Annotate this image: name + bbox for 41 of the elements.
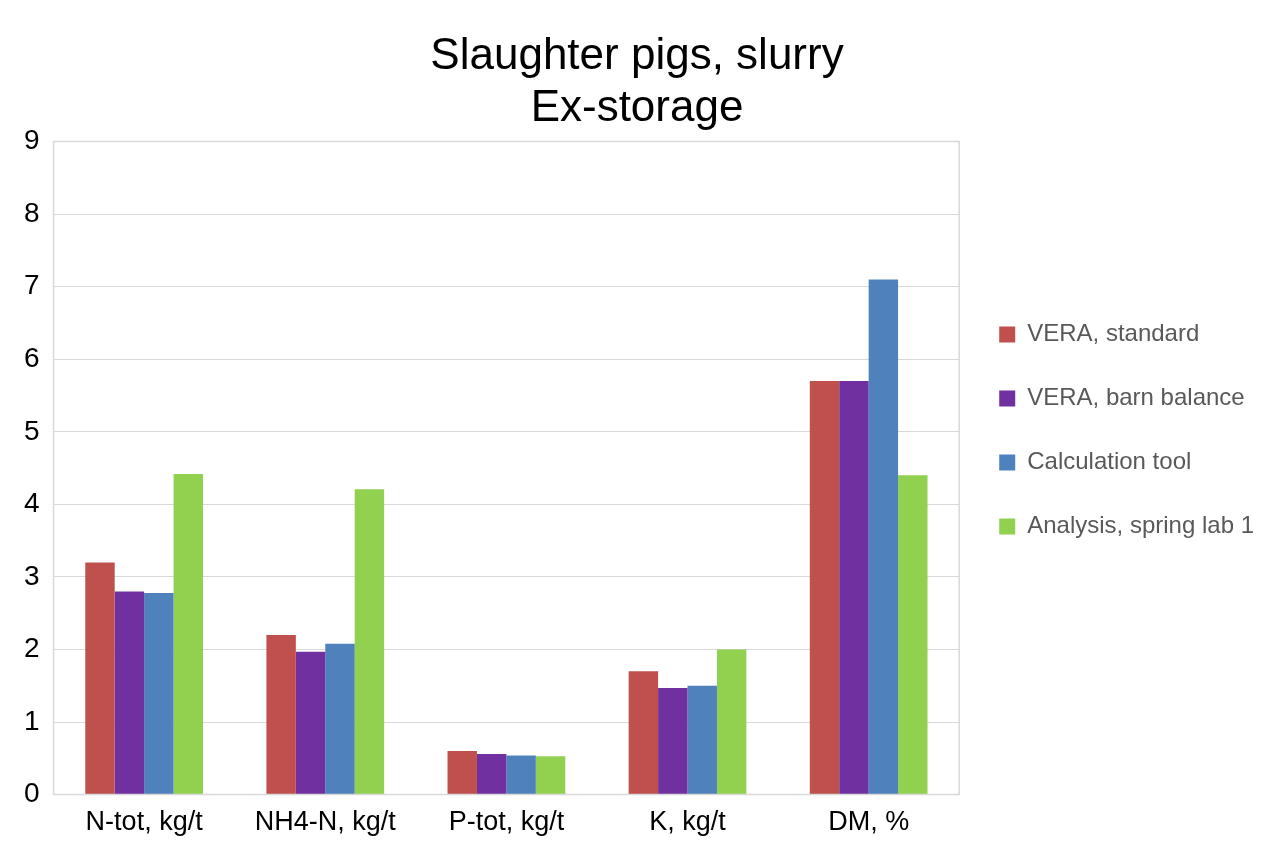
y-tick-label: 9 <box>23 124 40 156</box>
bar <box>628 671 659 795</box>
legend-label: Analysis, spring lab 1 <box>1027 511 1254 539</box>
legend-label: VERA, barn balance <box>1027 383 1245 411</box>
bar <box>354 489 385 795</box>
x-tick-label: NH4-N, kg/t <box>254 806 397 837</box>
bar <box>687 685 717 795</box>
bar <box>173 473 203 795</box>
y-tick-label: 6 <box>23 341 40 373</box>
bar <box>114 591 145 795</box>
y-tick-label: 0 <box>23 777 40 809</box>
bar <box>839 381 869 795</box>
bar <box>266 634 296 795</box>
x-tick-label: P-tot, kg/t <box>448 806 565 837</box>
bar <box>716 649 747 795</box>
y-tick-label: 1 <box>23 704 40 736</box>
bar <box>658 687 688 795</box>
y-tick-label: 8 <box>23 196 40 228</box>
x-tick-label: DM, % <box>828 806 910 837</box>
text: Slaughter pigs, slurry <box>430 28 844 78</box>
bar <box>535 756 566 795</box>
x-tick-label: N-tot, kg/t <box>85 806 204 837</box>
text: Ex-storage <box>530 81 744 131</box>
bar <box>809 381 840 795</box>
bar <box>295 651 326 795</box>
bar <box>144 592 174 795</box>
x-tick-label: K, kg/t <box>649 806 727 837</box>
y-tick-label: 3 <box>23 559 40 591</box>
bar <box>506 755 536 795</box>
y-tick-label: 5 <box>23 414 40 446</box>
legend-label: Calculation tool <box>1027 447 1192 475</box>
y-tick-label: 2 <box>23 632 40 664</box>
y-tick-label: 4 <box>23 487 40 519</box>
bar <box>868 279 899 795</box>
y-tick-label: 7 <box>23 269 40 301</box>
legend-label: VERA, standard <box>1027 319 1200 347</box>
bar <box>85 562 115 795</box>
bar <box>325 643 355 795</box>
bar <box>476 753 507 795</box>
bar <box>898 475 928 795</box>
bar <box>447 751 477 795</box>
